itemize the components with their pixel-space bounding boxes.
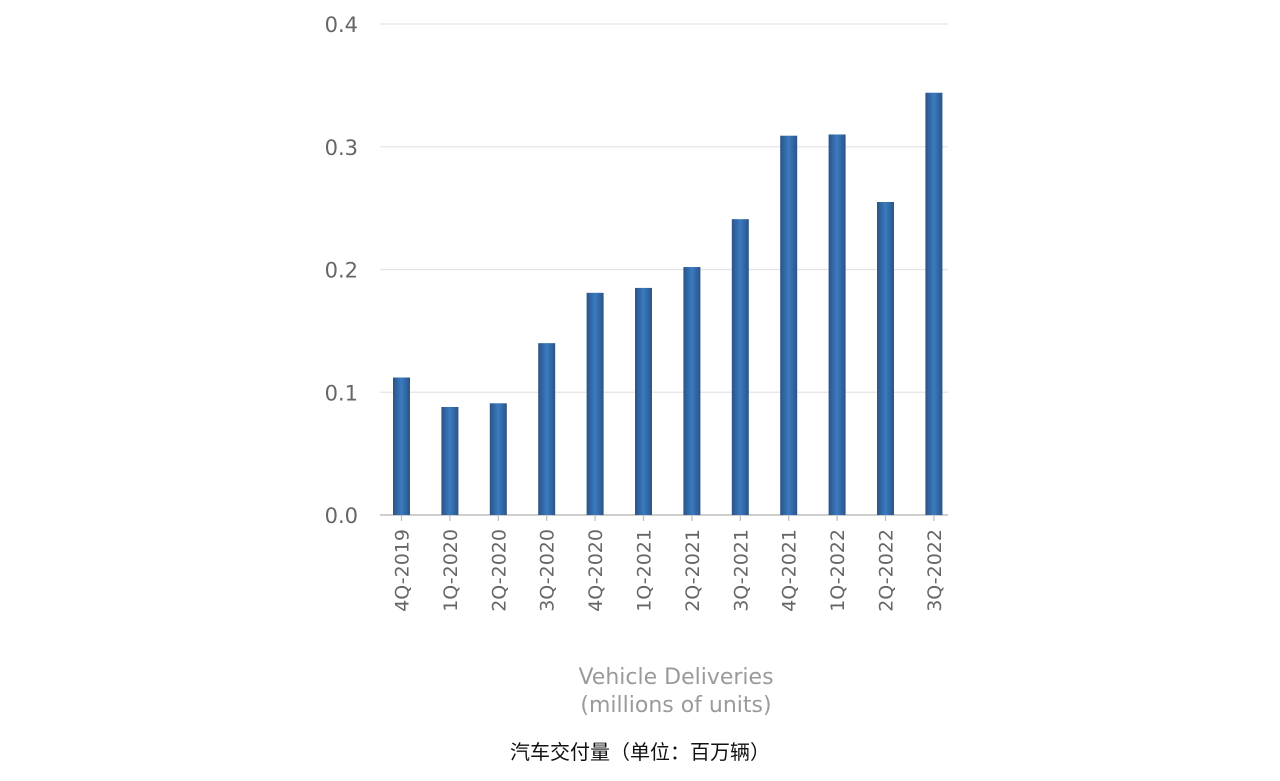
bar <box>635 287 652 515</box>
x-tick-label: 2Q-2020 <box>488 529 510 612</box>
x-tick-label: 3Q-2022 <box>924 529 946 612</box>
bar <box>877 201 894 516</box>
x-tick-label: 3Q-2020 <box>537 529 559 612</box>
y-axis: 0.0 0.1 0.2 0.3 0.4 <box>325 13 358 528</box>
x-tick-label: 2Q-2022 <box>876 529 898 612</box>
y-tick-label: 0.1 <box>325 381 358 405</box>
bars <box>393 92 943 516</box>
bar <box>780 135 798 515</box>
x-tick-label: 2Q-2021 <box>682 529 704 612</box>
bar <box>731 219 749 516</box>
figure-caption: 汽车交付量（单位：百万辆） <box>510 740 770 764</box>
x-tick-label: 1Q-2022 <box>827 529 849 612</box>
y-tick-label: 0.0 <box>325 504 358 528</box>
x-tick-label: 4Q-2020 <box>585 529 607 612</box>
bar <box>828 134 846 515</box>
bar <box>441 406 459 515</box>
bar-chart: 0.0 0.1 0.2 0.3 0.4 4Q-2019 1Q-2020 2Q-2020 3Q-… <box>325 13 948 718</box>
bar <box>393 377 410 515</box>
x-tick-label: 4Q-2019 <box>392 529 414 612</box>
bar <box>586 292 604 515</box>
x-axis-title-line-1: Vehicle Deliveries <box>578 665 773 690</box>
gridlines <box>380 23 948 516</box>
y-tick-label: 0.3 <box>325 136 358 160</box>
bar <box>925 92 943 516</box>
y-tick-label: 0.2 <box>325 259 358 283</box>
x-tick-label: 1Q-2020 <box>440 529 462 612</box>
bar <box>489 403 507 515</box>
x-tick-label: 3Q-2021 <box>730 529 752 612</box>
x-tick-label: 4Q-2021 <box>779 529 801 612</box>
bar <box>683 267 701 515</box>
x-tick-label: 1Q-2021 <box>634 529 656 612</box>
y-tick-label: 0.4 <box>325 13 358 37</box>
x-axis: 4Q-2019 1Q-2020 2Q-2020 3Q-2020 4Q-2020 1Q-20… <box>392 515 946 612</box>
x-axis-title-line-2: (millions of units) <box>580 693 771 718</box>
bar <box>538 343 556 515</box>
